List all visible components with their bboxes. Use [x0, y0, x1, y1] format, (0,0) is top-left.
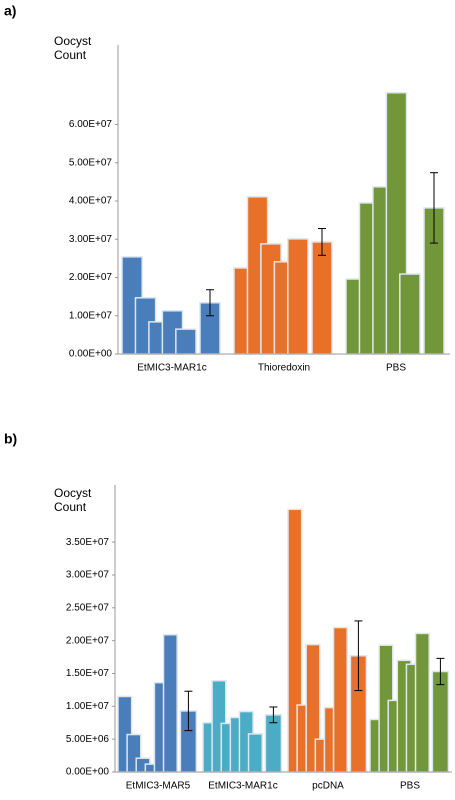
bar: [399, 273, 421, 355]
y-tick-label: 3.00E+07: [69, 234, 113, 245]
y-tick-label: 5.00E+07: [69, 157, 113, 168]
y-tick-label: 1.50E+07: [66, 668, 110, 679]
x-tick-label: pcDNA: [312, 781, 344, 792]
bar: [175, 328, 197, 355]
panel-label: b): [4, 431, 17, 447]
y-tick-label: 2.00E+07: [66, 635, 110, 646]
y-tick-label: 1.00E+07: [69, 310, 113, 321]
mean-bar: [264, 714, 283, 773]
x-tick-label: PBS: [386, 363, 406, 374]
bar: [414, 632, 430, 773]
x-tick-label: EtMIC3-MAR5: [126, 781, 191, 792]
y-tick-label: 4.00E+07: [69, 196, 113, 207]
y-tick-label: 0.00E+00: [69, 349, 113, 360]
bar: [162, 633, 178, 773]
y-tick-label: 6.00E+07: [69, 119, 113, 130]
x-tick-label: EtMIC3-MAR1c: [137, 363, 206, 374]
y-tick-label: 3.00E+07: [66, 570, 110, 581]
x-tick-label: Thioredoxin: [258, 363, 310, 374]
y-axis-title: Oocyst: [54, 34, 92, 48]
panel-label: a): [4, 3, 16, 19]
bar: [287, 238, 309, 355]
bar: [247, 733, 263, 773]
y-tick-label: 3.50E+07: [66, 537, 110, 548]
y-axis-title: Count: [54, 48, 87, 62]
mean-bar: [311, 241, 333, 355]
bar: [332, 626, 348, 773]
y-tick-label: 1.00E+07: [66, 701, 110, 712]
y-axis-title: Count: [54, 500, 87, 514]
x-tick-label: EtMIC3-MAR1c: [208, 781, 277, 792]
y-tick-label: 2.50E+07: [66, 602, 110, 613]
x-tick-label: PBS: [400, 781, 420, 792]
y-tick-label: 0.00E+00: [66, 767, 110, 778]
y-tick-label: 5.00E+06: [66, 734, 110, 745]
y-tick-label: 2.00E+07: [69, 272, 113, 283]
mean-bar: [431, 670, 450, 773]
y-axis-title: Oocyst: [54, 486, 92, 500]
